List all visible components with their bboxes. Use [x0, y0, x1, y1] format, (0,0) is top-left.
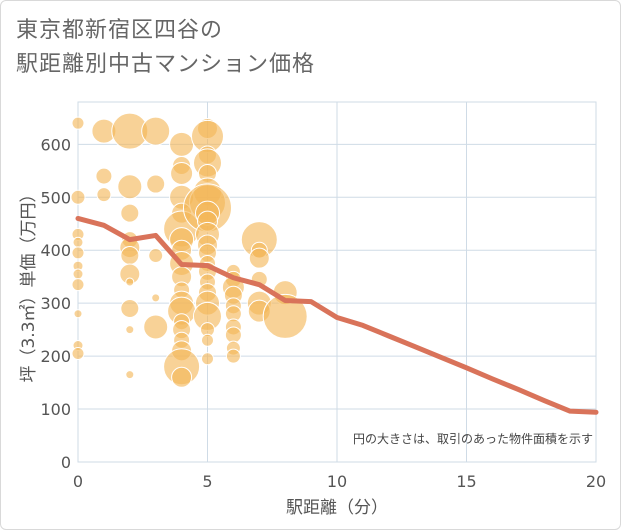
x-axis-label: 駅距離（分）: [286, 498, 388, 518]
bubble-point: [148, 248, 164, 264]
trend-line-group: [75, 215, 599, 415]
y-tick-label: 200: [40, 347, 71, 366]
y-tick-label: 300: [40, 294, 71, 313]
bubble-point: [143, 314, 169, 340]
bubble-point: [71, 278, 85, 292]
bubble-point: [201, 333, 214, 347]
trend-line: [75, 215, 599, 415]
y-tick-label: 500: [40, 188, 71, 207]
y-tick-label: 600: [40, 135, 71, 154]
bubble-point: [224, 326, 242, 344]
bubble-point: [96, 187, 112, 203]
bubble-point: [248, 247, 270, 269]
bubble-point: [120, 203, 140, 223]
bubble-point: [72, 268, 84, 280]
bubble-point: [170, 161, 194, 185]
bubble-point: [262, 293, 308, 339]
bubble-point: [125, 325, 135, 335]
bubble-point: [169, 131, 195, 157]
chart-note: 円の大きさは、取引のあった物件面積を示す: [353, 431, 593, 446]
bubble-point: [171, 366, 193, 388]
bubble-point: [120, 298, 140, 318]
y-tick-label: 100: [40, 400, 71, 419]
bubble-point: [117, 174, 143, 200]
bubble-point: [71, 346, 85, 360]
chart-title: 東京都新宿区四谷の 駅距離別中古マンション価格: [16, 14, 315, 82]
bubble-point: [141, 116, 171, 146]
bubble-point: [71, 116, 85, 130]
chart-title-line1: 東京都新宿区四谷の: [16, 18, 224, 43]
bubble-point: [120, 246, 140, 266]
x-tick-label: 20: [586, 472, 606, 491]
y-tick-labels: 0 100 200 300 400 500 600: [40, 135, 71, 472]
x-tick-label: 0: [73, 472, 83, 491]
bubble-point: [225, 348, 241, 364]
bubble-point: [125, 370, 135, 380]
bubble-point: [151, 293, 161, 303]
x-tick-labels: 0 5 10 15 20: [73, 472, 606, 491]
y-axis-label: 坪（3.3㎡）単価（万円）: [19, 185, 39, 382]
y-tick-label: 400: [40, 241, 71, 260]
bubble-point: [125, 277, 135, 287]
bubble-point: [73, 309, 83, 319]
chart-title-line2: 駅距離別中古マンション価格: [16, 52, 316, 77]
x-tick-label: 15: [456, 472, 476, 491]
y-tick-label: 0: [61, 453, 71, 472]
bubble-point: [146, 174, 166, 194]
bubble-point: [72, 236, 84, 248]
bubble-point: [70, 189, 86, 205]
bubble-point: [201, 352, 214, 366]
bubble-point: [71, 246, 85, 260]
x-tick-label: 10: [327, 472, 347, 491]
bubble-point: [95, 167, 113, 185]
x-tick-label: 5: [202, 472, 212, 491]
